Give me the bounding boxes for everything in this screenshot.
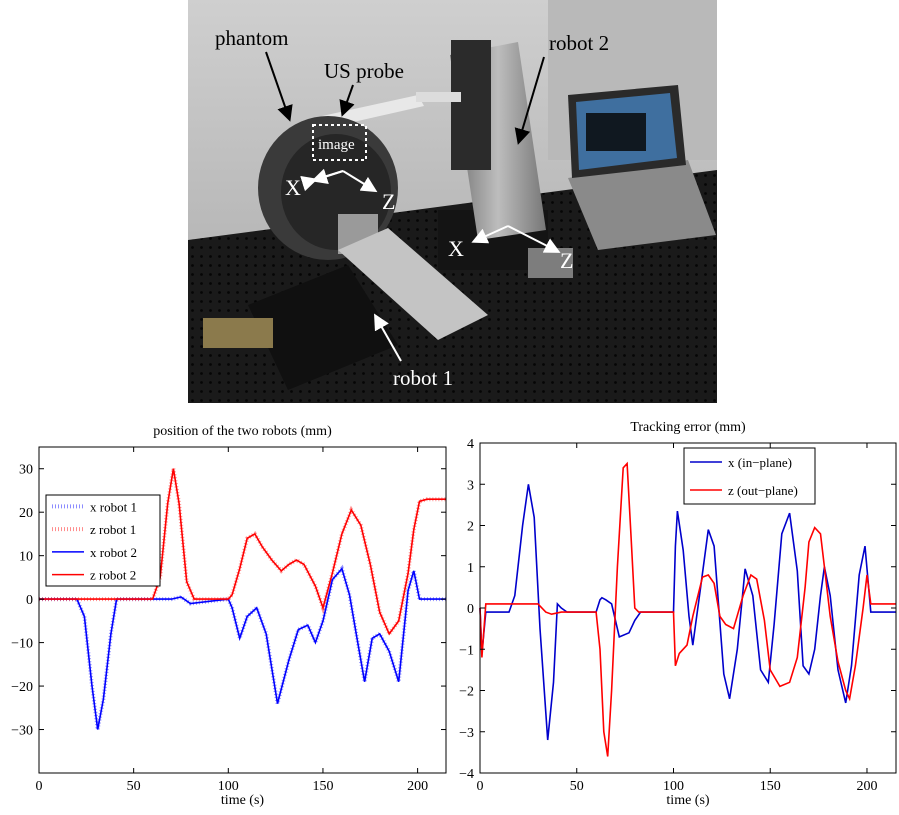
x-tick-label: 200 <box>407 779 428 794</box>
y-tick-label: −30 <box>11 724 33 739</box>
robot2-top-block <box>451 40 491 170</box>
series-line-2 <box>479 461 896 757</box>
x-tick-label: 0 <box>36 779 43 794</box>
label-z2: Z <box>560 248 573 273</box>
y-tick-label: −1 <box>459 643 474 658</box>
probe-pointer <box>339 84 355 117</box>
label-us-probe: US probe <box>324 59 404 83</box>
y-tick-label: 3 <box>467 478 474 493</box>
y-tick-label: 0 <box>467 602 474 617</box>
legend-box <box>45 494 161 587</box>
legend-label: x robot 1 <box>90 499 137 514</box>
legend-label: z robot 2 <box>90 568 136 583</box>
series-line-4 <box>39 468 446 636</box>
y-tick-label: 1 <box>467 561 474 576</box>
robot2-pointer <box>514 56 545 145</box>
label-robot2: robot 2 <box>549 31 609 55</box>
y-tick-label: 10 <box>19 550 33 565</box>
x-tick-label: 0 <box>477 779 484 794</box>
y-tick-label: 30 <box>19 463 33 478</box>
x-tick-label: 150 <box>312 779 333 794</box>
y-tick-label: 2 <box>467 520 474 535</box>
frame1-z-axis <box>342 170 378 193</box>
tracking-error-chart: Tracking error (mm) 0 50 100 150 200 −4 −3 −2 −1 0… <box>459 420 897 808</box>
chart-title: Tracking error (mm) <box>630 420 746 435</box>
label-z1: Z <box>382 189 395 214</box>
robot1-base <box>248 265 398 390</box>
setup-photo: phantom US probe image robot 2 robot 1 X… <box>188 0 717 403</box>
x-tick-label: 100 <box>218 779 239 794</box>
series-line-1 <box>39 564 446 730</box>
x-axis-label: time (s) <box>221 793 264 808</box>
legend-box <box>683 447 816 505</box>
y-tick-label: 4 <box>467 437 474 452</box>
robot1-motor <box>203 318 273 348</box>
plot-frame <box>38 446 447 774</box>
legend-label: z robot 1 <box>90 522 136 537</box>
x-tick-label: 50 <box>570 779 584 794</box>
label-image: image <box>318 137 355 153</box>
y-tick-label: −2 <box>459 685 474 700</box>
series-line-3 <box>39 567 446 730</box>
laptop-base <box>568 160 716 250</box>
chart-title: position of the two robots (mm) <box>153 424 332 439</box>
legend: x (in−plane) z (out−plane) <box>683 447 816 505</box>
series-line-1-core <box>39 567 446 730</box>
frame2-z-axis <box>507 225 561 253</box>
label-x2: X <box>448 236 464 261</box>
y-tick-label: −10 <box>11 637 33 652</box>
x-tick-label: 50 <box>127 779 141 794</box>
robot2-motor <box>528 248 573 278</box>
robot1-pointer <box>374 313 402 362</box>
y-tick-label: −4 <box>459 767 474 782</box>
series-line-1 <box>479 484 896 741</box>
probe-cable <box>416 92 461 102</box>
label-robot1: robot 1 <box>393 366 453 390</box>
position-chart: position of the two robots (mm)0 50 100 150… <box>11 424 447 808</box>
label-x1: X <box>285 175 301 200</box>
frame2-x-axis <box>471 225 509 244</box>
x-tick-label: 150 <box>760 779 781 794</box>
legend: x robot 1 z robot 1 x robot 2 z robot 2 <box>45 494 161 587</box>
legend-label: x robot 2 <box>90 545 137 560</box>
y-tick-label: −3 <box>459 726 474 741</box>
x-tick-label: 100 <box>663 779 684 794</box>
x-axis-label: time (s) <box>666 793 709 808</box>
laptop-app-window <box>586 113 646 151</box>
robot1-rail <box>338 228 488 340</box>
label-phantom: phantom <box>215 26 289 50</box>
y-tick-label: 20 <box>19 506 33 521</box>
legend-label: z (out−plane) <box>728 483 798 498</box>
legend-label: x (in−plane) <box>728 455 792 470</box>
x-tick-label: 200 <box>856 779 877 794</box>
charts-area: position of the two robots (mm)0 50 100 150… <box>11 420 897 808</box>
frame1-x-axis <box>311 168 344 184</box>
image-plane-box <box>312 124 367 161</box>
y-tick-label: 0 <box>26 593 33 608</box>
phantom-pointer <box>265 51 293 122</box>
y-tick-label: −20 <box>11 680 33 695</box>
